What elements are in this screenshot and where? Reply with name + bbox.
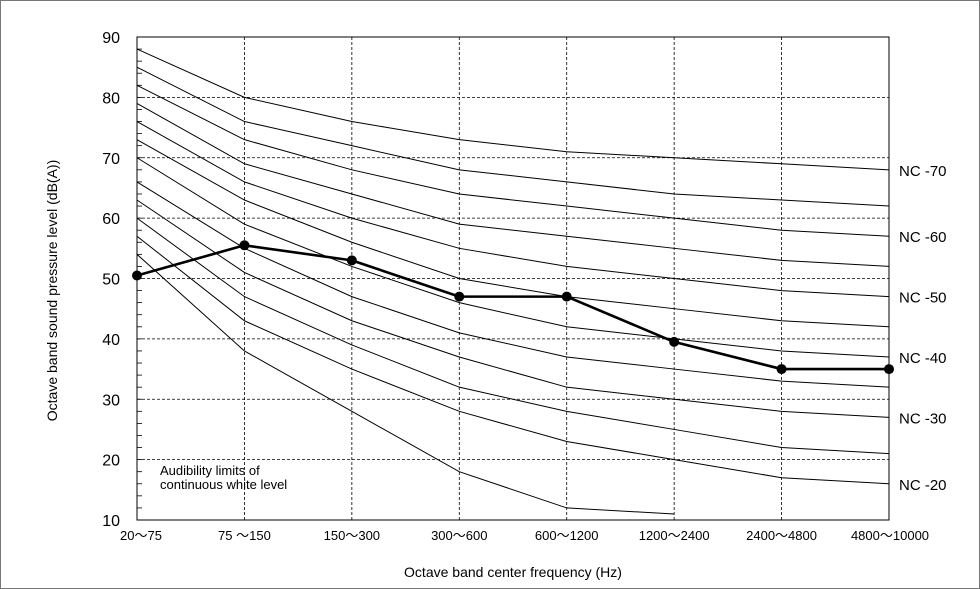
measured-point: [346, 255, 357, 266]
nc-curve-line: [136, 84, 890, 237]
x-tick-label: 75 ～150: [218, 528, 271, 543]
audibility-annotation: Audibility limits of continuous white lev…: [160, 463, 287, 492]
annotation-line: continuous white level: [160, 477, 287, 492]
measured-point: [669, 336, 680, 347]
y-tick-label: 20: [102, 453, 120, 470]
nc-curve-label: NC -40: [899, 350, 947, 367]
measured-point: [239, 240, 250, 251]
y-tick-label: 60: [102, 211, 120, 228]
y-axis-label: Octave band sound pressure level (dB(A)): [44, 160, 60, 421]
y-tick-label: 80: [102, 90, 120, 107]
grid: [137, 37, 889, 520]
measured-line: [136, 243, 889, 371]
x-tick-label: 20～75: [120, 528, 162, 543]
measured-point: [561, 291, 572, 302]
nc-curve-label: NC -50: [899, 290, 947, 307]
measured-point: [454, 291, 465, 302]
nc-curve-line: [136, 199, 890, 418]
x-tick-label: 2400～4800: [746, 528, 817, 543]
x-axis-label: Octave band center frequency (Hz): [404, 564, 622, 580]
x-tick-label: 4800～10000: [851, 528, 929, 543]
y-tick-label: 10: [102, 513, 120, 530]
x-tick-label: 1200～2400: [639, 528, 710, 543]
nc-curve-line: [136, 102, 890, 267]
plot-border: [136, 36, 890, 521]
annotation-line: Audibility limits of: [160, 463, 260, 478]
nc-curve-line: [136, 121, 890, 298]
x-tick-label: 600～1200: [535, 528, 599, 543]
nc-curve-label: NC -60: [899, 229, 947, 246]
nc-curve-line: [136, 157, 890, 358]
nc-curves: NC -20 NC -30 NC -40 NC -50 NC -60 NC -70: [136, 48, 947, 515]
y-tick-label: 50: [102, 272, 120, 289]
nc-curve-line: [136, 48, 890, 171]
x-tick-label: 150～300: [324, 528, 380, 543]
nc-curve-line: [136, 181, 890, 388]
y-tick-label: 40: [102, 332, 120, 349]
y-tick-label: 70: [102, 151, 120, 168]
nc-curve-label: NC -70: [899, 163, 947, 180]
nc-curve-line: [136, 66, 890, 207]
x-tick-label: 300～600: [431, 528, 487, 543]
nc-curve-line: [136, 139, 890, 328]
nc-curve-line: [136, 217, 890, 455]
nc-curve-line: [136, 235, 890, 485]
nc-curve-line: [136, 253, 675, 515]
y-tick-label: 90: [102, 30, 120, 47]
measured-series: [132, 240, 894, 375]
nc-curve-label: NC -30: [899, 410, 947, 427]
axes: 10 20 30 40 50 60 70 80 90 20～75 75 ～150 150～300 300…: [102, 30, 929, 543]
nc-curve-label: NC -20: [899, 477, 947, 494]
y-tick-label: 30: [102, 392, 120, 409]
measured-point: [776, 364, 787, 375]
